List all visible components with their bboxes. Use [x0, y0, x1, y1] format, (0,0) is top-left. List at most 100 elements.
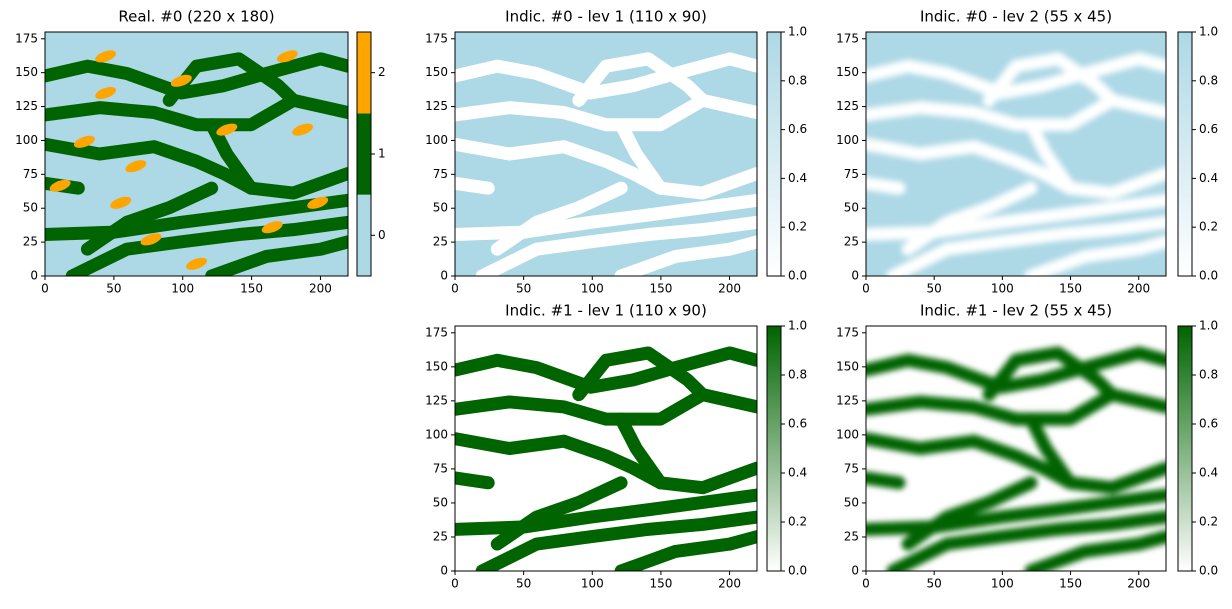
x-tick-label: 200 — [309, 282, 332, 296]
axes-frame — [454, 325, 758, 572]
colorbar: 0.0 0.2 0.4 0.6 0.8 1.0 — [1177, 319, 1218, 578]
colorbar-tick-label: 0.0 — [1199, 269, 1218, 283]
y-tick-label: 50 — [23, 201, 38, 215]
colorbar-frame — [766, 325, 782, 572]
y-tick-label: 150 — [15, 65, 38, 79]
y-tick-label: 0 — [440, 564, 448, 578]
channel — [205, 235, 348, 276]
y-tick-label: 150 — [425, 65, 448, 79]
y-tick-label: 125 — [425, 99, 448, 113]
channel — [614, 118, 667, 195]
channel — [475, 215, 757, 276]
channel — [80, 181, 219, 256]
y-tick-label: 100 — [425, 427, 448, 441]
channel — [455, 346, 757, 394]
y-tick-label: 125 — [836, 99, 859, 113]
lobe — [170, 74, 192, 87]
colorbar-tick-label: 0.2 — [788, 220, 807, 234]
x-tick-label: 50 — [927, 577, 942, 591]
x-tick-label: 50 — [516, 577, 531, 591]
channel — [866, 137, 1166, 200]
channel — [572, 52, 710, 107]
y-tick-label: 125 — [15, 99, 38, 113]
y-tick-label: 175 — [15, 31, 38, 45]
subplot-title: Real. #0 (220 x 180) — [118, 8, 274, 26]
lobe — [95, 86, 117, 100]
x-tick-label: 50 — [927, 282, 942, 296]
channel — [490, 476, 628, 551]
lobe — [95, 50, 117, 63]
channel — [866, 52, 1166, 100]
channel — [1024, 235, 1166, 276]
colorbar-tick-label: 1.0 — [1199, 319, 1218, 333]
channel — [65, 215, 348, 276]
x-tick-label: 0 — [862, 577, 870, 591]
y-tick-label: 25 — [433, 529, 448, 543]
channel — [455, 176, 495, 195]
heatmap-image — [866, 326, 1166, 571]
channel — [475, 510, 757, 571]
x-tick-label: 200 — [1127, 282, 1150, 296]
y-tick-label: 125 — [425, 393, 448, 407]
y-tick-label: 0 — [440, 269, 448, 283]
y-tick-label: 25 — [23, 235, 38, 249]
channel — [205, 118, 258, 195]
subplot: Indic. #1 - lev 1 (110 x 90) 0 50 100 150 200… — [425, 302, 807, 591]
y-tick-label: 0 — [30, 269, 38, 283]
subplot: Indic. #0 - lev 1 (110 x 90) 0 50 100 150 200… — [425, 8, 807, 296]
y-tick-label: 175 — [425, 31, 448, 45]
subplot-title: Indic. #0 - lev 1 (110 x 90) — [505, 8, 707, 26]
colorbar-tick-label: 0.2 — [788, 515, 807, 529]
channels — [455, 52, 757, 276]
lobe — [110, 196, 132, 209]
channel — [614, 530, 757, 571]
colorbar-tick-label: 0.4 — [1199, 466, 1218, 480]
colorbar-tick-label: 0 — [378, 228, 386, 242]
colorbar-tick-label: 0.8 — [788, 368, 807, 382]
colorbar-tick-label: 0.4 — [788, 466, 807, 480]
x-tick-label: 200 — [718, 282, 741, 296]
colorbar-tick-label: 2 — [378, 65, 386, 79]
subplot: Indic. #0 - lev 2 (55 x 45) 0 50 100 150 200 0… — [836, 8, 1218, 296]
y-tick-label: 0 — [851, 269, 859, 283]
x-tick-label: 100 — [581, 577, 604, 591]
x-tick-label: 100 — [991, 282, 1014, 296]
lobe — [186, 257, 207, 270]
heatmap-image — [455, 32, 757, 276]
channel — [1024, 530, 1166, 571]
colorbar-gradient — [767, 326, 781, 571]
y-tick-label: 50 — [844, 201, 859, 215]
colorbar-tick-label: 1.0 — [1199, 25, 1218, 39]
y-tick-label: 75 — [844, 167, 859, 181]
channel — [45, 52, 348, 100]
y-tick-label: 25 — [433, 235, 448, 249]
lobe — [261, 221, 283, 234]
lobe — [216, 123, 238, 136]
colorbar-segment — [357, 113, 371, 195]
subplot-title: Indic. #1 - lev 2 (55 x 45) — [920, 302, 1112, 320]
y-tick-label: 150 — [836, 359, 859, 373]
colorbar-tick-label: 0.0 — [788, 564, 807, 578]
colorbar: 0.0 0.2 0.4 0.6 0.8 1.0 — [766, 319, 807, 578]
channel — [886, 215, 1166, 276]
colorbar-tick-label: 0.0 — [788, 269, 807, 283]
colorbar-tick-label: 0.8 — [1199, 368, 1218, 382]
x-tick-label: 100 — [991, 577, 1014, 591]
y-tick-label: 75 — [844, 461, 859, 475]
x-tick-label: 0 — [451, 577, 459, 591]
colorbar-tick-label: 0.8 — [788, 73, 807, 87]
colorbar-tick-label: 1.0 — [788, 319, 807, 333]
lobe — [140, 233, 162, 246]
y-tick-label: 0 — [851, 564, 859, 578]
axes-frame — [865, 31, 1167, 277]
channel — [901, 181, 1038, 256]
y-tick-label: 75 — [23, 167, 38, 181]
x-tick-label: 0 — [862, 282, 870, 296]
axes-frame — [454, 31, 758, 277]
lobe — [276, 50, 298, 63]
x-tick-label: 200 — [1127, 577, 1150, 591]
x-tick-label: 100 — [581, 282, 604, 296]
x-tick-label: 150 — [649, 282, 672, 296]
channels — [866, 346, 1166, 571]
